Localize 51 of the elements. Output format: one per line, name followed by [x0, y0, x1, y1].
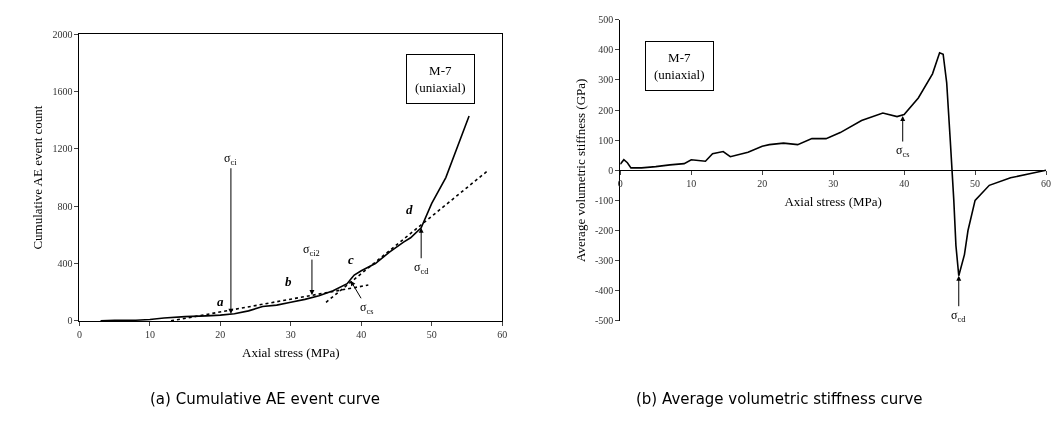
x-tick-label: 50: [426, 328, 437, 340]
annotation: b: [285, 274, 292, 289]
annotation: σ$_{cs}$: [360, 300, 374, 316]
x-tick-label: 20: [757, 178, 768, 190]
x-axis-title: Axial stress (MPa): [784, 193, 882, 209]
text: (b) Average volumetric stiffness curve: [636, 390, 923, 408]
annotation: σ$_{cd}$: [951, 308, 967, 324]
y-tick-label: 200: [598, 104, 614, 116]
x-tick-label: 20: [215, 328, 226, 340]
annotation: σ$_{ci}$: [224, 151, 238, 167]
annotation: d: [406, 202, 413, 217]
annotation: σ$_{cs}$: [896, 143, 910, 159]
y-tick-label: 0: [608, 164, 614, 176]
x-axis-title: Axial stress (MPa): [242, 344, 340, 360]
y-tick-label: 1600: [52, 86, 73, 98]
annotation: c: [348, 252, 354, 267]
y-axis-title: Cumulative AE event count: [30, 105, 46, 250]
x-tick-label: 40: [356, 328, 367, 340]
y-tick-label: 0: [67, 315, 73, 327]
x-tick-label: 0: [617, 178, 623, 190]
x-tick-label: 30: [285, 328, 296, 340]
y-tick-label: -300: [594, 255, 614, 267]
annotation: M-7: [429, 63, 452, 78]
x-tick-label: 30: [828, 178, 839, 190]
annotation: σ$_{ci2}$: [303, 242, 320, 258]
x-tick-label: 10: [686, 178, 697, 190]
x-tick-label: 60: [1041, 178, 1052, 190]
x-tick-label: 50: [970, 178, 981, 190]
y-tick-label: 100: [598, 134, 614, 146]
y-tick-label: 1200: [52, 143, 73, 155]
x-tick-label: 60: [497, 328, 508, 340]
y-axis-title: Average volumetric stiffness (GPa): [572, 78, 588, 262]
x-tick-label: 40: [899, 178, 910, 190]
y-tick-label: 300: [598, 74, 614, 86]
y-tick-label: -200: [594, 225, 614, 237]
annotation: (uniaxial): [415, 79, 466, 95]
annotation: M-7: [668, 50, 691, 65]
annotation: σ$_{cd}$: [414, 260, 430, 276]
y-tick-label: 500: [598, 14, 614, 26]
x-tick-label: 0: [76, 328, 82, 340]
y-tick-label: -400: [594, 285, 614, 297]
text: (a) Cumulative AE event curve: [150, 390, 381, 408]
annotation: (uniaxial): [654, 66, 705, 82]
y-tick-label: -100: [594, 194, 614, 206]
x-tick-label: 10: [144, 328, 155, 340]
y-tick-label: 400: [598, 44, 614, 56]
y-tick-label: 800: [57, 200, 73, 212]
annotation: a: [217, 294, 224, 309]
y-tick-label: 2000: [52, 28, 73, 40]
y-tick-label: -500: [594, 315, 614, 327]
y-tick-label: 400: [57, 258, 73, 270]
